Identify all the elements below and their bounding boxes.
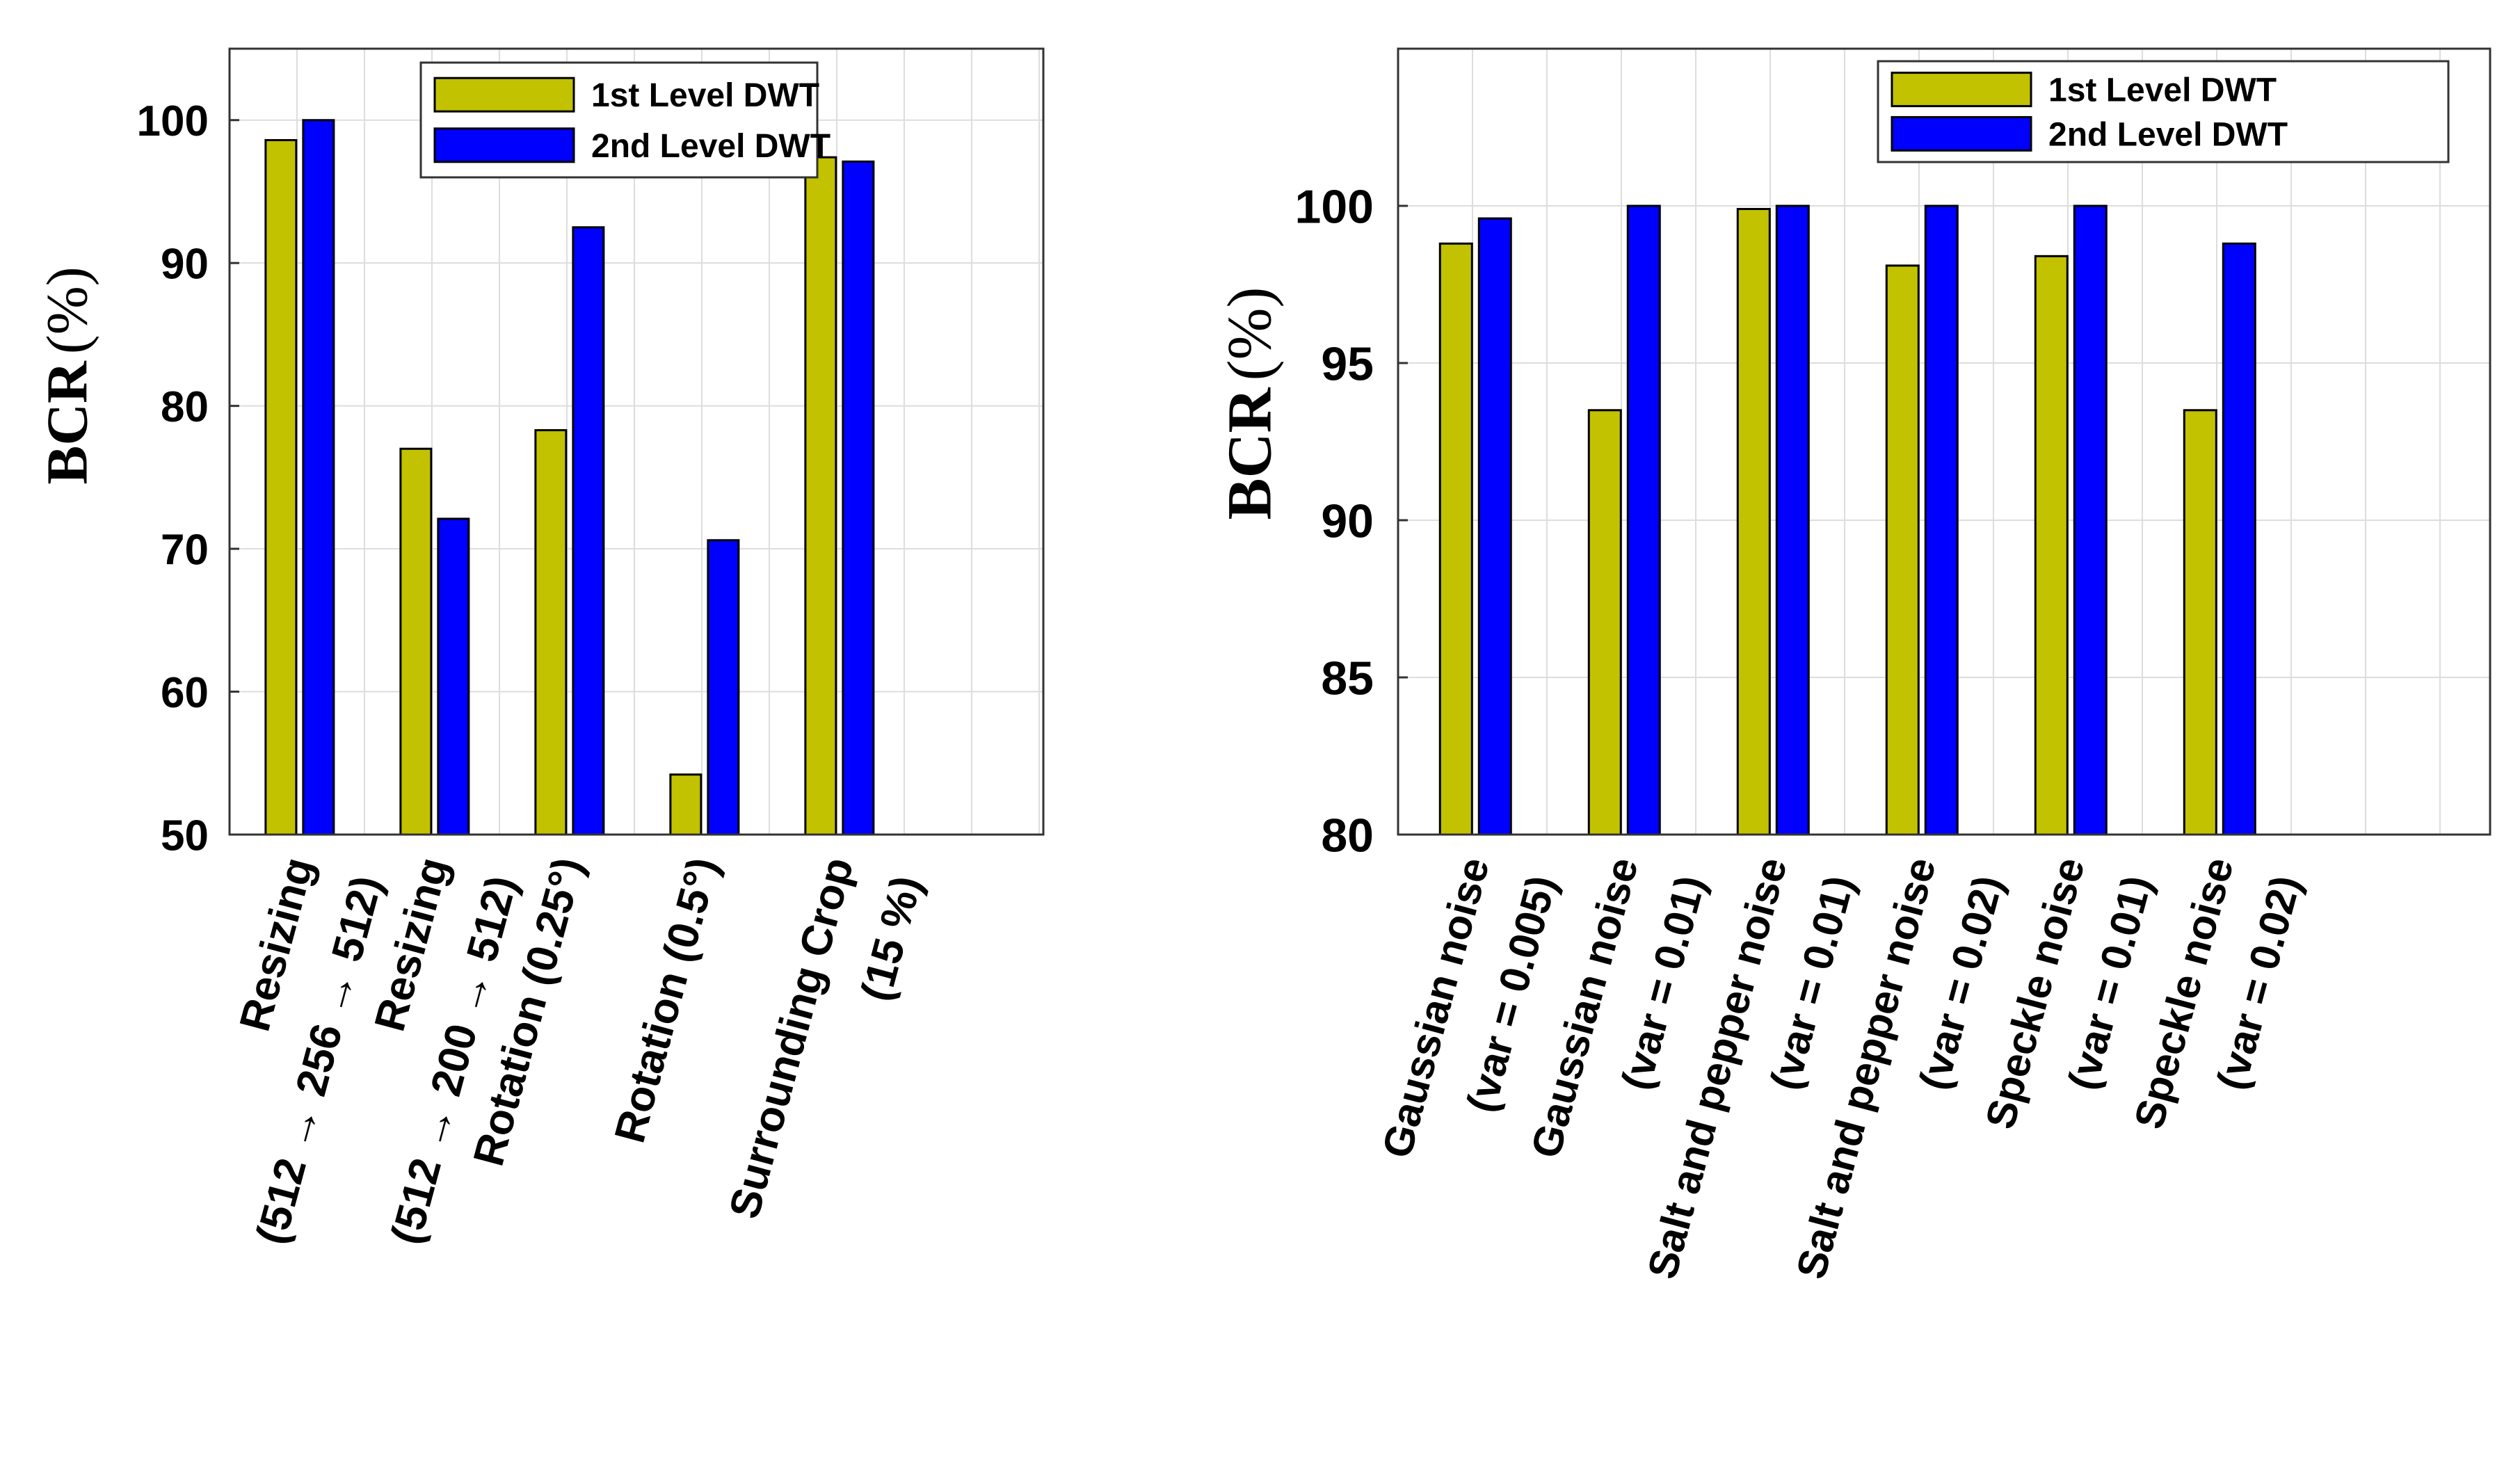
bar-level2	[1477, 217, 1512, 836]
x-tick-label: Surrounding Crop(15 %)	[721, 853, 931, 1242]
y-axis-label-main: BCR	[1216, 387, 1285, 520]
bar-level1	[399, 447, 433, 836]
x-tick-label-line: Surrounding Crop	[721, 853, 863, 1223]
x-tick-label-line: Rotation (0.5°)	[606, 853, 728, 1148]
bar-level2	[842, 160, 875, 836]
y-tick-label: 90	[161, 241, 209, 289]
bar-level1	[669, 773, 703, 836]
bar-level2	[707, 539, 740, 836]
legend-label: 2nd Level DWT	[591, 128, 830, 165]
x-tick-label-line: Gaussian noise	[1373, 853, 1498, 1163]
bar-level1	[1885, 264, 1920, 836]
y-tick-label: 70	[161, 526, 209, 574]
axes-frame	[228, 47, 1045, 836]
axes-frame	[1397, 47, 2491, 836]
left-bar-chart: Resizing(512 → 256 → 512)Resizing(512 → …	[35, 47, 1045, 1249]
right-bar-chart: Gaussian noise(var = 0.005)Gaussian nois…	[1216, 47, 2491, 1284]
legend-label: 1st Level DWT	[591, 77, 819, 114]
legend-label: 1st Level DWT	[2048, 72, 2277, 109]
bar-level2	[572, 226, 605, 836]
y-axis-label: BCR(%)	[35, 266, 99, 484]
y-axis-label-unit: (%)	[35, 266, 99, 354]
legend-swatch	[1891, 72, 2032, 108]
bar-level1	[2034, 255, 2069, 836]
x-tick-label: Rotation (0.5°)	[606, 853, 728, 1148]
legend: 1st Level DWT 2nd Level DWT	[1877, 60, 2450, 163]
bar-level2	[1626, 204, 1661, 836]
y-tick-label: 100	[137, 97, 209, 145]
bar-level1	[1736, 208, 1771, 836]
y-tick-label: 60	[161, 669, 209, 717]
x-tick-label-line: (15 %)	[852, 871, 931, 1006]
legend: 1st Level DWT 2nd Level DWT	[419, 61, 830, 179]
bar-level1	[534, 429, 568, 836]
bar-level1	[264, 138, 298, 836]
y-tick-label: 80	[161, 383, 209, 431]
x-tick-label: Resizing(512 → 256 → 512)	[179, 853, 392, 1249]
y-axis-label-unit: (%)	[1216, 287, 1285, 381]
bar-level1	[2183, 409, 2217, 836]
legend-swatch	[433, 127, 575, 163]
bar-level1	[804, 156, 837, 836]
y-tick-label: 100	[1295, 180, 1374, 233]
bar-level1	[1438, 242, 1473, 836]
y-tick-label: 50	[161, 812, 209, 860]
bar-level1	[1587, 409, 1622, 836]
legend-swatch	[433, 77, 575, 113]
legend-swatch	[1891, 115, 2032, 152]
y-tick-label: 90	[1321, 494, 1374, 547]
bar-level2	[2073, 204, 2108, 836]
legend-label: 2nd Level DWT	[2048, 116, 2288, 153]
bar-level2	[2222, 242, 2256, 836]
bar-level2	[302, 119, 335, 836]
y-tick-label: 85	[1321, 652, 1374, 705]
y-axis-label-main: BCR	[35, 360, 99, 485]
bar-level2	[1924, 204, 1959, 836]
bar-level2	[1775, 204, 1810, 836]
bar-level2	[437, 517, 470, 836]
y-axis-label: BCR(%)	[1216, 287, 1285, 520]
y-tick-label: 80	[1321, 809, 1374, 862]
y-tick-label: 95	[1321, 337, 1374, 390]
